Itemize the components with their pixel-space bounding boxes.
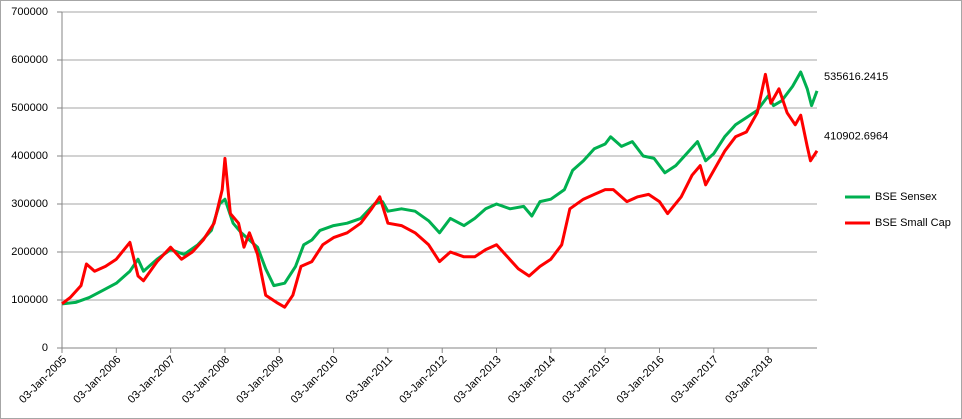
end-value-label: 410902.6964 (824, 131, 888, 143)
legend-label: BSE Small Cap (875, 217, 951, 229)
y-tick-label: 600000 (11, 54, 48, 66)
series-line (61, 72, 819, 309)
y-tick-label: 300000 (11, 198, 48, 210)
y-tick-label: 100000 (11, 294, 48, 306)
y-tick-label: 0 (42, 342, 48, 354)
y-tick-label: 400000 (11, 150, 48, 162)
legend-label: BSE Sensex (875, 191, 937, 203)
y-tick-label: 500000 (11, 102, 48, 114)
end-value-label: 535616.2415 (824, 71, 888, 83)
y-tick-label: 700000 (11, 6, 48, 18)
y-tick-label: 200000 (11, 246, 48, 258)
